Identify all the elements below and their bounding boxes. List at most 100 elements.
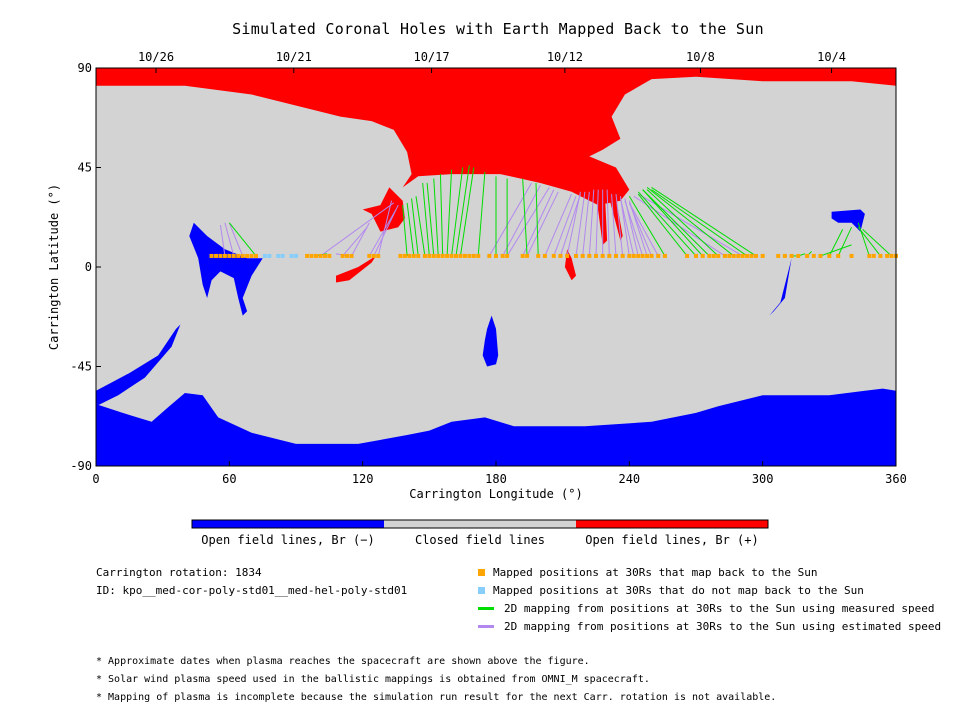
mapped-position-point — [231, 253, 236, 258]
mapped-position-point — [789, 253, 794, 258]
mapped-position-point — [254, 253, 258, 258]
mapped-position-point — [345, 253, 350, 258]
mapped-position-point — [731, 253, 736, 258]
top-date-label: 10/21 — [276, 50, 312, 64]
mapped-position-point — [407, 253, 412, 258]
measured-mapping-line — [415, 196, 426, 257]
mapped-position-point — [600, 253, 605, 258]
unmapped-position-point — [267, 253, 272, 258]
mapped-position-point — [749, 253, 754, 258]
mapped-position-point — [745, 253, 750, 258]
chart-title: Simulated Coronal Holes with Earth Mappe… — [232, 20, 764, 38]
run-id-text: ID: kpo__med-cor-poly-std01__med-hel-pol… — [96, 584, 408, 597]
mapped-position-point — [436, 253, 441, 258]
unmapped-position-point — [289, 253, 294, 258]
measured-mapping-line — [637, 193, 688, 257]
carrington-rotation-text: Carrington rotation: 1834 — [96, 566, 262, 579]
mapped-position-point — [889, 253, 894, 258]
measured-mapping-line — [477, 171, 486, 256]
x-tick-label: 0 — [92, 472, 99, 486]
legend-label-measured: 2D mapping from positions at 30Rs to the… — [504, 602, 935, 615]
measured-mapping-line — [439, 174, 444, 256]
mapped-position-point — [449, 253, 454, 258]
measured-mapping-line — [535, 182, 539, 256]
legend-label-unmapped: Mapped positions at 30Rs that do not map… — [493, 584, 864, 597]
mapped-position-point — [402, 253, 407, 258]
measured-mapping-line — [820, 244, 852, 257]
estimated-mapping-line — [351, 222, 370, 257]
mapped-position-point — [782, 253, 787, 258]
mapped-position-point — [574, 253, 578, 258]
estimated-mapping-line — [228, 222, 244, 257]
mapped-position-point — [685, 253, 690, 258]
measured-mapping-line — [651, 189, 748, 257]
measured-mapping-line — [857, 222, 870, 257]
mapped-position-point — [322, 253, 327, 258]
measured-mapping-line — [828, 229, 844, 257]
estimated-mapping-line — [526, 191, 559, 257]
mapped-position-point — [305, 253, 310, 258]
mapped-position-point — [649, 253, 654, 258]
top-date-label: 10/26 — [138, 50, 174, 64]
footnote-incomplete: * Mapping of plasma is incomplete becaus… — [96, 692, 777, 703]
estimated-mapping-line — [368, 209, 397, 257]
x-axis-title: Carrington Longitude (°) — [409, 487, 582, 501]
estimated-mapping-line — [502, 184, 541, 257]
x-tick-label: 60 — [222, 472, 236, 486]
top-date-label: 10/4 — [817, 50, 846, 64]
mapped-position-point — [471, 253, 476, 258]
mapped-position-point — [740, 253, 745, 258]
mapped-position-point — [416, 253, 421, 258]
colorbar-closed — [384, 520, 576, 528]
mapped-position-point — [662, 253, 667, 258]
estimated-mapping-line — [320, 202, 395, 257]
mapped-position-point — [640, 253, 645, 258]
mapped-position-point — [607, 253, 612, 258]
colorbar-frame — [191, 519, 769, 529]
estimated-mapping-line — [566, 191, 581, 257]
mapped-position-point — [580, 253, 585, 258]
open-negative-south-polar-hole — [96, 388, 896, 466]
mapped-position-point — [227, 253, 232, 258]
estimated-mapping-line — [595, 189, 599, 256]
mapped-position-point — [245, 253, 250, 258]
measured-mapping-line — [411, 198, 419, 257]
mapped-position-point — [558, 253, 563, 258]
mapped-position-point — [454, 253, 458, 258]
axes-layer: 0 60 120 180 240 300 360 90 45 0 -45 -90 10/26 10/21 1… — [47, 50, 907, 501]
mapped-positions-layer — [209, 253, 898, 258]
measured-mapping-line — [402, 205, 408, 256]
mapped-position-point — [836, 253, 841, 258]
mapped-position-point — [222, 253, 227, 258]
y-tick-label: 0 — [85, 260, 92, 274]
mapped-position-point — [656, 253, 661, 258]
x-tick-label: 360 — [885, 472, 907, 486]
y-tick-label: -90 — [70, 459, 92, 473]
mapped-position-point — [376, 253, 381, 258]
estimated-mapping-line — [606, 189, 610, 256]
measured-mapping-line — [451, 167, 464, 257]
mapped-position-point — [445, 253, 450, 258]
mapped-position-point — [398, 253, 403, 258]
mapped-position-point — [309, 253, 314, 258]
top-date-label: 10/17 — [413, 50, 449, 64]
unmapped-position-point — [294, 253, 298, 258]
measured-mapping-line — [433, 178, 439, 256]
unmapped-position-point — [276, 253, 281, 258]
mapped-position-point — [811, 253, 816, 258]
estimated-mapping-line — [559, 193, 581, 257]
region-layer — [96, 68, 896, 466]
green-line-icon — [478, 607, 494, 610]
y-tick-label: 45 — [78, 161, 92, 175]
measured-mapping-line — [642, 189, 704, 257]
measured-mapping-line — [522, 178, 528, 256]
mapped-position-point — [314, 253, 318, 258]
mapped-position-point — [318, 253, 323, 258]
estimated-mapping-line — [544, 193, 573, 257]
mapped-position-point — [727, 253, 732, 258]
mapped-position-point — [467, 253, 472, 258]
mapped-position-point — [349, 253, 354, 258]
open-positive-fan-sliver-1 — [596, 194, 608, 245]
open-negative-east-blob — [831, 209, 865, 232]
estimated-mapping-line — [588, 189, 595, 256]
